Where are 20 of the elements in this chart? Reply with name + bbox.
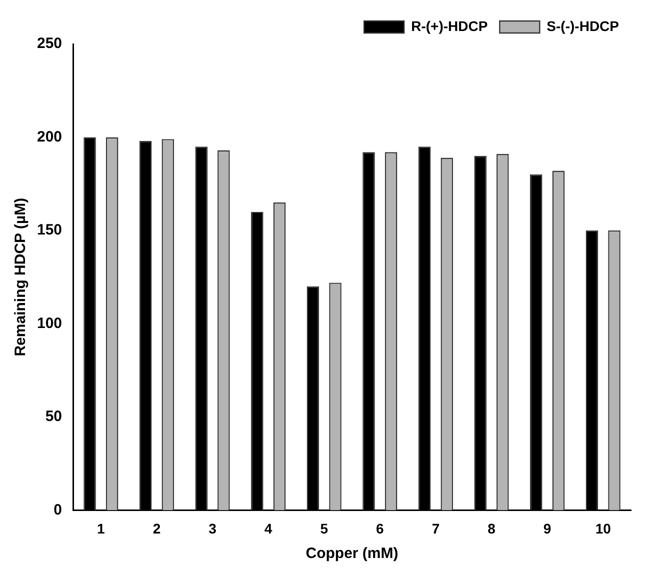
- x-tick-label: 5: [320, 520, 328, 536]
- x-tick-label: 9: [543, 520, 552, 536]
- y-axis-title: Remaining HDCP (µM): [12, 198, 30, 356]
- x-tick-label: 7: [432, 520, 440, 536]
- y-tick-label: 100: [36, 314, 62, 332]
- x-tick-label: 8: [488, 520, 496, 536]
- x-tick-label: 6: [376, 520, 384, 536]
- y-tick-label: 250: [36, 35, 62, 52]
- x-tick-label: 1: [97, 520, 106, 536]
- legend-label: R-(+)-HDCP: [411, 18, 488, 34]
- y-tick-label: 50: [45, 408, 62, 426]
- x-tick-label: 2: [152, 520, 161, 536]
- x-axis-title: Copper (mM): [306, 545, 398, 562]
- x-tick-label: 10: [595, 520, 612, 536]
- y-tick-label: 200: [36, 128, 62, 146]
- y-tick-label: 0: [54, 501, 62, 518]
- y-tick-label: 150: [36, 222, 62, 239]
- x-tick-label: 3: [208, 520, 217, 536]
- x-tick-label: 4: [264, 520, 272, 536]
- legend-label: S-(-)-HDCP: [546, 18, 620, 34]
